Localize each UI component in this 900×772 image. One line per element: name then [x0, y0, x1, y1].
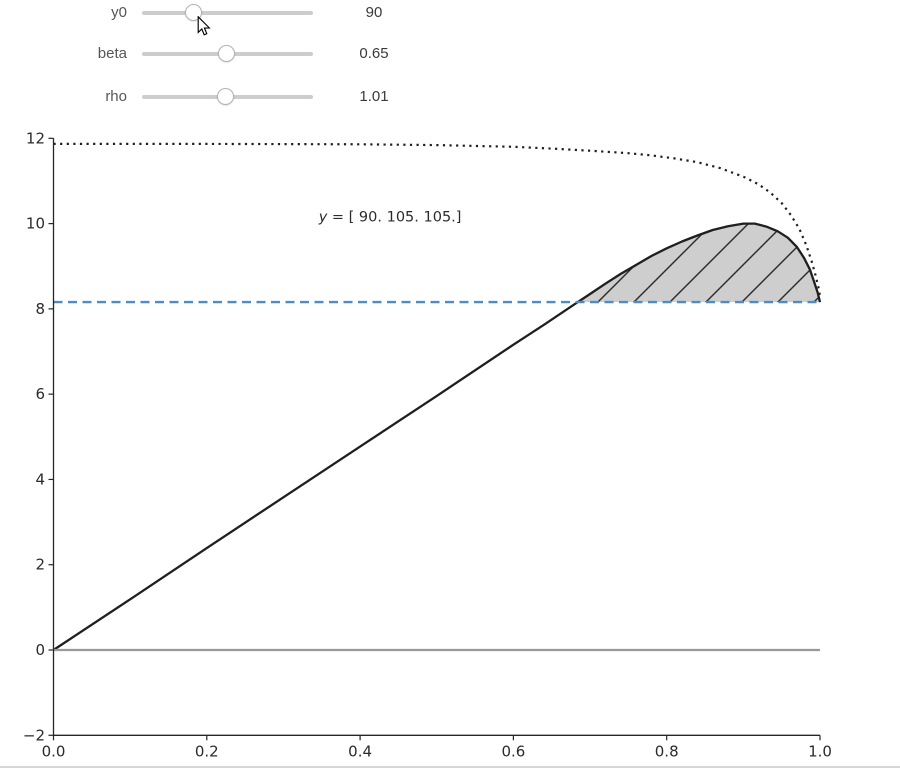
beta-slider-track[interactable]	[142, 45, 313, 62]
beta-slider-handle[interactable]	[217, 45, 235, 62]
frontier-curve	[53, 142, 822, 297]
hatched-overshoot-region	[577, 223, 820, 303]
y-tick-label: 10	[26, 215, 45, 233]
slider-row-y0: y0 90	[0, 1, 430, 25]
rho-slider-label: rho	[105, 88, 127, 105]
y-tick-label: 4	[35, 470, 45, 488]
y0-slider-track[interactable]	[142, 4, 313, 21]
y0-slider-handle[interactable]	[185, 4, 203, 21]
y-vector-annotation: y = [ 90. 105. 105.]	[318, 209, 462, 225]
y-tick-label: 12	[26, 129, 45, 147]
y0-slider-label: y0	[111, 4, 127, 21]
slider-row-rho: rho 1.01	[0, 85, 430, 109]
beta-slider-value: 0.65	[359, 45, 389, 62]
rho-slider-handle[interactable]	[216, 88, 234, 105]
y-tick-label: −2	[23, 726, 45, 744]
rho-slider-value: 1.01	[359, 88, 389, 105]
y0-slider-value: 90	[365, 4, 383, 21]
x-tick-label: 1.0	[808, 742, 832, 760]
y-tick-label: 8	[35, 300, 45, 318]
path-curve	[52, 222, 822, 651]
x-tick-label: 0.6	[501, 742, 525, 760]
cell-separator	[0, 766, 900, 768]
x-tick-label: 0.4	[348, 742, 372, 760]
rho-slider-track[interactable]	[142, 88, 313, 105]
x-tick-label: 0.2	[195, 742, 219, 760]
slider-row-beta: beta 0.65	[0, 42, 430, 66]
y-tick-label: 0	[35, 641, 45, 659]
y-tick-label: 2	[35, 556, 45, 574]
y-tick-label: 6	[35, 385, 45, 403]
x-tick-label: 0.0	[42, 742, 66, 760]
x-tick-label: 0.8	[655, 742, 679, 760]
controls-panel: y0 90 beta 0.65 rho 1.01	[0, 0, 430, 115]
beta-slider-label: beta	[97, 45, 127, 62]
